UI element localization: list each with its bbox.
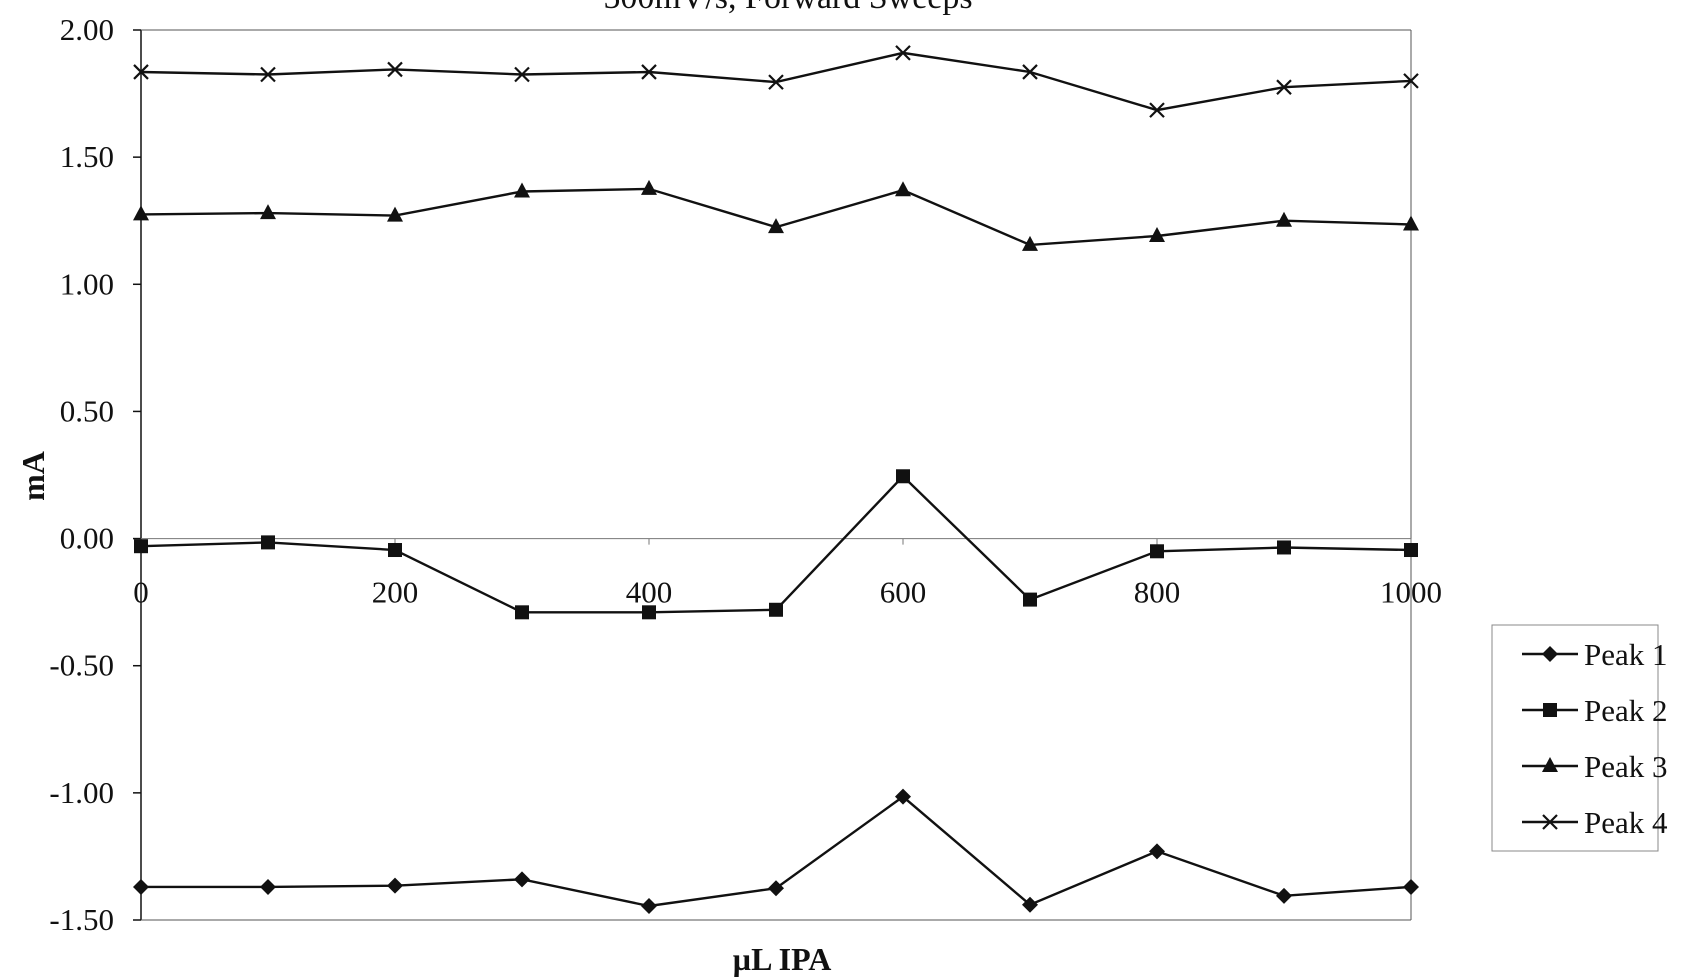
x-tick-label: 400: [626, 575, 673, 610]
legend-marker-peak-1: [1542, 646, 1558, 662]
legend: Peak 1 Peak 2 Peak 3 Peak 4: [1491, 624, 1668, 852]
data-point-peak-2: [1023, 592, 1037, 607]
data-point-peak-2: [1404, 543, 1418, 558]
data-point-peak-1: [641, 898, 657, 915]
series-peak-3: [133, 179, 1419, 251]
y-tick-label: -0.50: [49, 648, 114, 683]
legend-item-peak-3: Peak 3: [1522, 749, 1668, 784]
data-point-peak-2: [134, 539, 148, 554]
data-point-peak-2: [261, 535, 275, 550]
data-point-peak-4: [1276, 79, 1292, 95]
data-point-peak-1: [1276, 887, 1292, 904]
data-point-peak-4: [895, 45, 911, 61]
data-point-peak-1: [260, 878, 276, 895]
data-point-peak-4: [133, 64, 149, 80]
data-point-peak-4: [514, 66, 530, 83]
data-point-peak-3: [768, 218, 784, 234]
x-tick-label: 600: [880, 575, 927, 610]
data-point-peak-2: [896, 469, 910, 484]
data-point-peak-2: [769, 602, 783, 617]
series-peak-4: [133, 45, 1419, 118]
legend-marker-peak-3: [1542, 757, 1558, 772]
legend-label: Peak 4: [1584, 805, 1668, 840]
y-tick-label: 1.00: [60, 266, 114, 301]
data-point-peak-4: [1022, 64, 1038, 80]
data-point-peak-2: [388, 543, 402, 558]
data-point-peak-3: [1276, 211, 1292, 227]
x-tick-label: 800: [1134, 575, 1181, 610]
data-point-peak-3: [133, 205, 149, 221]
legend-item-peak-2: Peak 2: [1522, 693, 1668, 728]
data-point-peak-4: [1403, 73, 1419, 89]
y-tick-label: -1.50: [49, 902, 114, 937]
data-point-peak-4: [1149, 102, 1165, 118]
data-point-peak-1: [768, 880, 784, 897]
series-layer: [133, 45, 1419, 915]
data-point-peak-4: [260, 66, 276, 83]
legend-label: Peak 2: [1584, 693, 1668, 728]
data-point-peak-3: [1403, 215, 1419, 231]
axes: -1.50 -1.00 -0.50 0.00 0.50 1.00 1.50 2.00 0 200 4…: [49, 12, 1442, 937]
data-point-peak-2: [642, 605, 656, 620]
data-point-peak-4: [768, 74, 784, 90]
y-tick-label: 0.00: [60, 521, 114, 556]
series-peak-2: [134, 469, 1418, 620]
data-point-peak-2: [1277, 540, 1291, 555]
series-peak-1: [133, 788, 1419, 915]
x-axis-title: µL IPA: [733, 941, 832, 977]
data-point-peak-1: [1403, 878, 1419, 895]
data-point-peak-4: [387, 61, 403, 78]
legend-marker-peak-2: [1543, 703, 1557, 717]
data-point-peak-3: [260, 204, 276, 220]
legend-box: [1491, 624, 1659, 852]
x-tick-label: 0: [133, 575, 149, 610]
data-point-peak-3: [895, 181, 911, 197]
data-point-peak-2: [1150, 544, 1164, 559]
chart-title: 500mV/s, Forward Sweeps: [603, 0, 972, 16]
data-point-peak-3: [1149, 226, 1165, 242]
data-point-peak-1: [387, 877, 403, 894]
y-tick-label: 0.50: [60, 393, 114, 428]
x-tick-label: 1000: [1380, 575, 1442, 610]
data-point-peak-1: [133, 878, 149, 895]
data-point-peak-4: [641, 64, 657, 80]
data-point-peak-1: [514, 871, 530, 888]
data-point-peak-1: [895, 788, 911, 805]
x-tick-label: 200: [372, 575, 419, 610]
legend-marker-peak-4: [1542, 814, 1558, 830]
data-point-peak-3: [387, 206, 403, 222]
y-tick-label: 2.00: [60, 12, 114, 47]
series-line-peak-2: [140, 474, 1412, 614]
data-point-peak-1: [1149, 843, 1165, 860]
data-point-peak-3: [1022, 235, 1038, 251]
legend-item-peak-1: Peak 1: [1522, 637, 1668, 672]
series-line-peak-3: [140, 187, 1412, 247]
data-point-peak-1: [1022, 896, 1038, 913]
data-point-peak-3: [514, 182, 530, 198]
y-tick-label: -1.00: [49, 775, 114, 810]
data-point-peak-2: [515, 605, 529, 620]
legend-item-peak-4: Peak 4: [1522, 805, 1668, 840]
data-point-peak-3: [641, 179, 657, 195]
legend-label: Peak 3: [1584, 749, 1668, 784]
y-axis-title: mA: [15, 451, 51, 501]
y-tick-label: 1.50: [60, 139, 114, 174]
legend-label: Peak 1: [1584, 637, 1668, 672]
